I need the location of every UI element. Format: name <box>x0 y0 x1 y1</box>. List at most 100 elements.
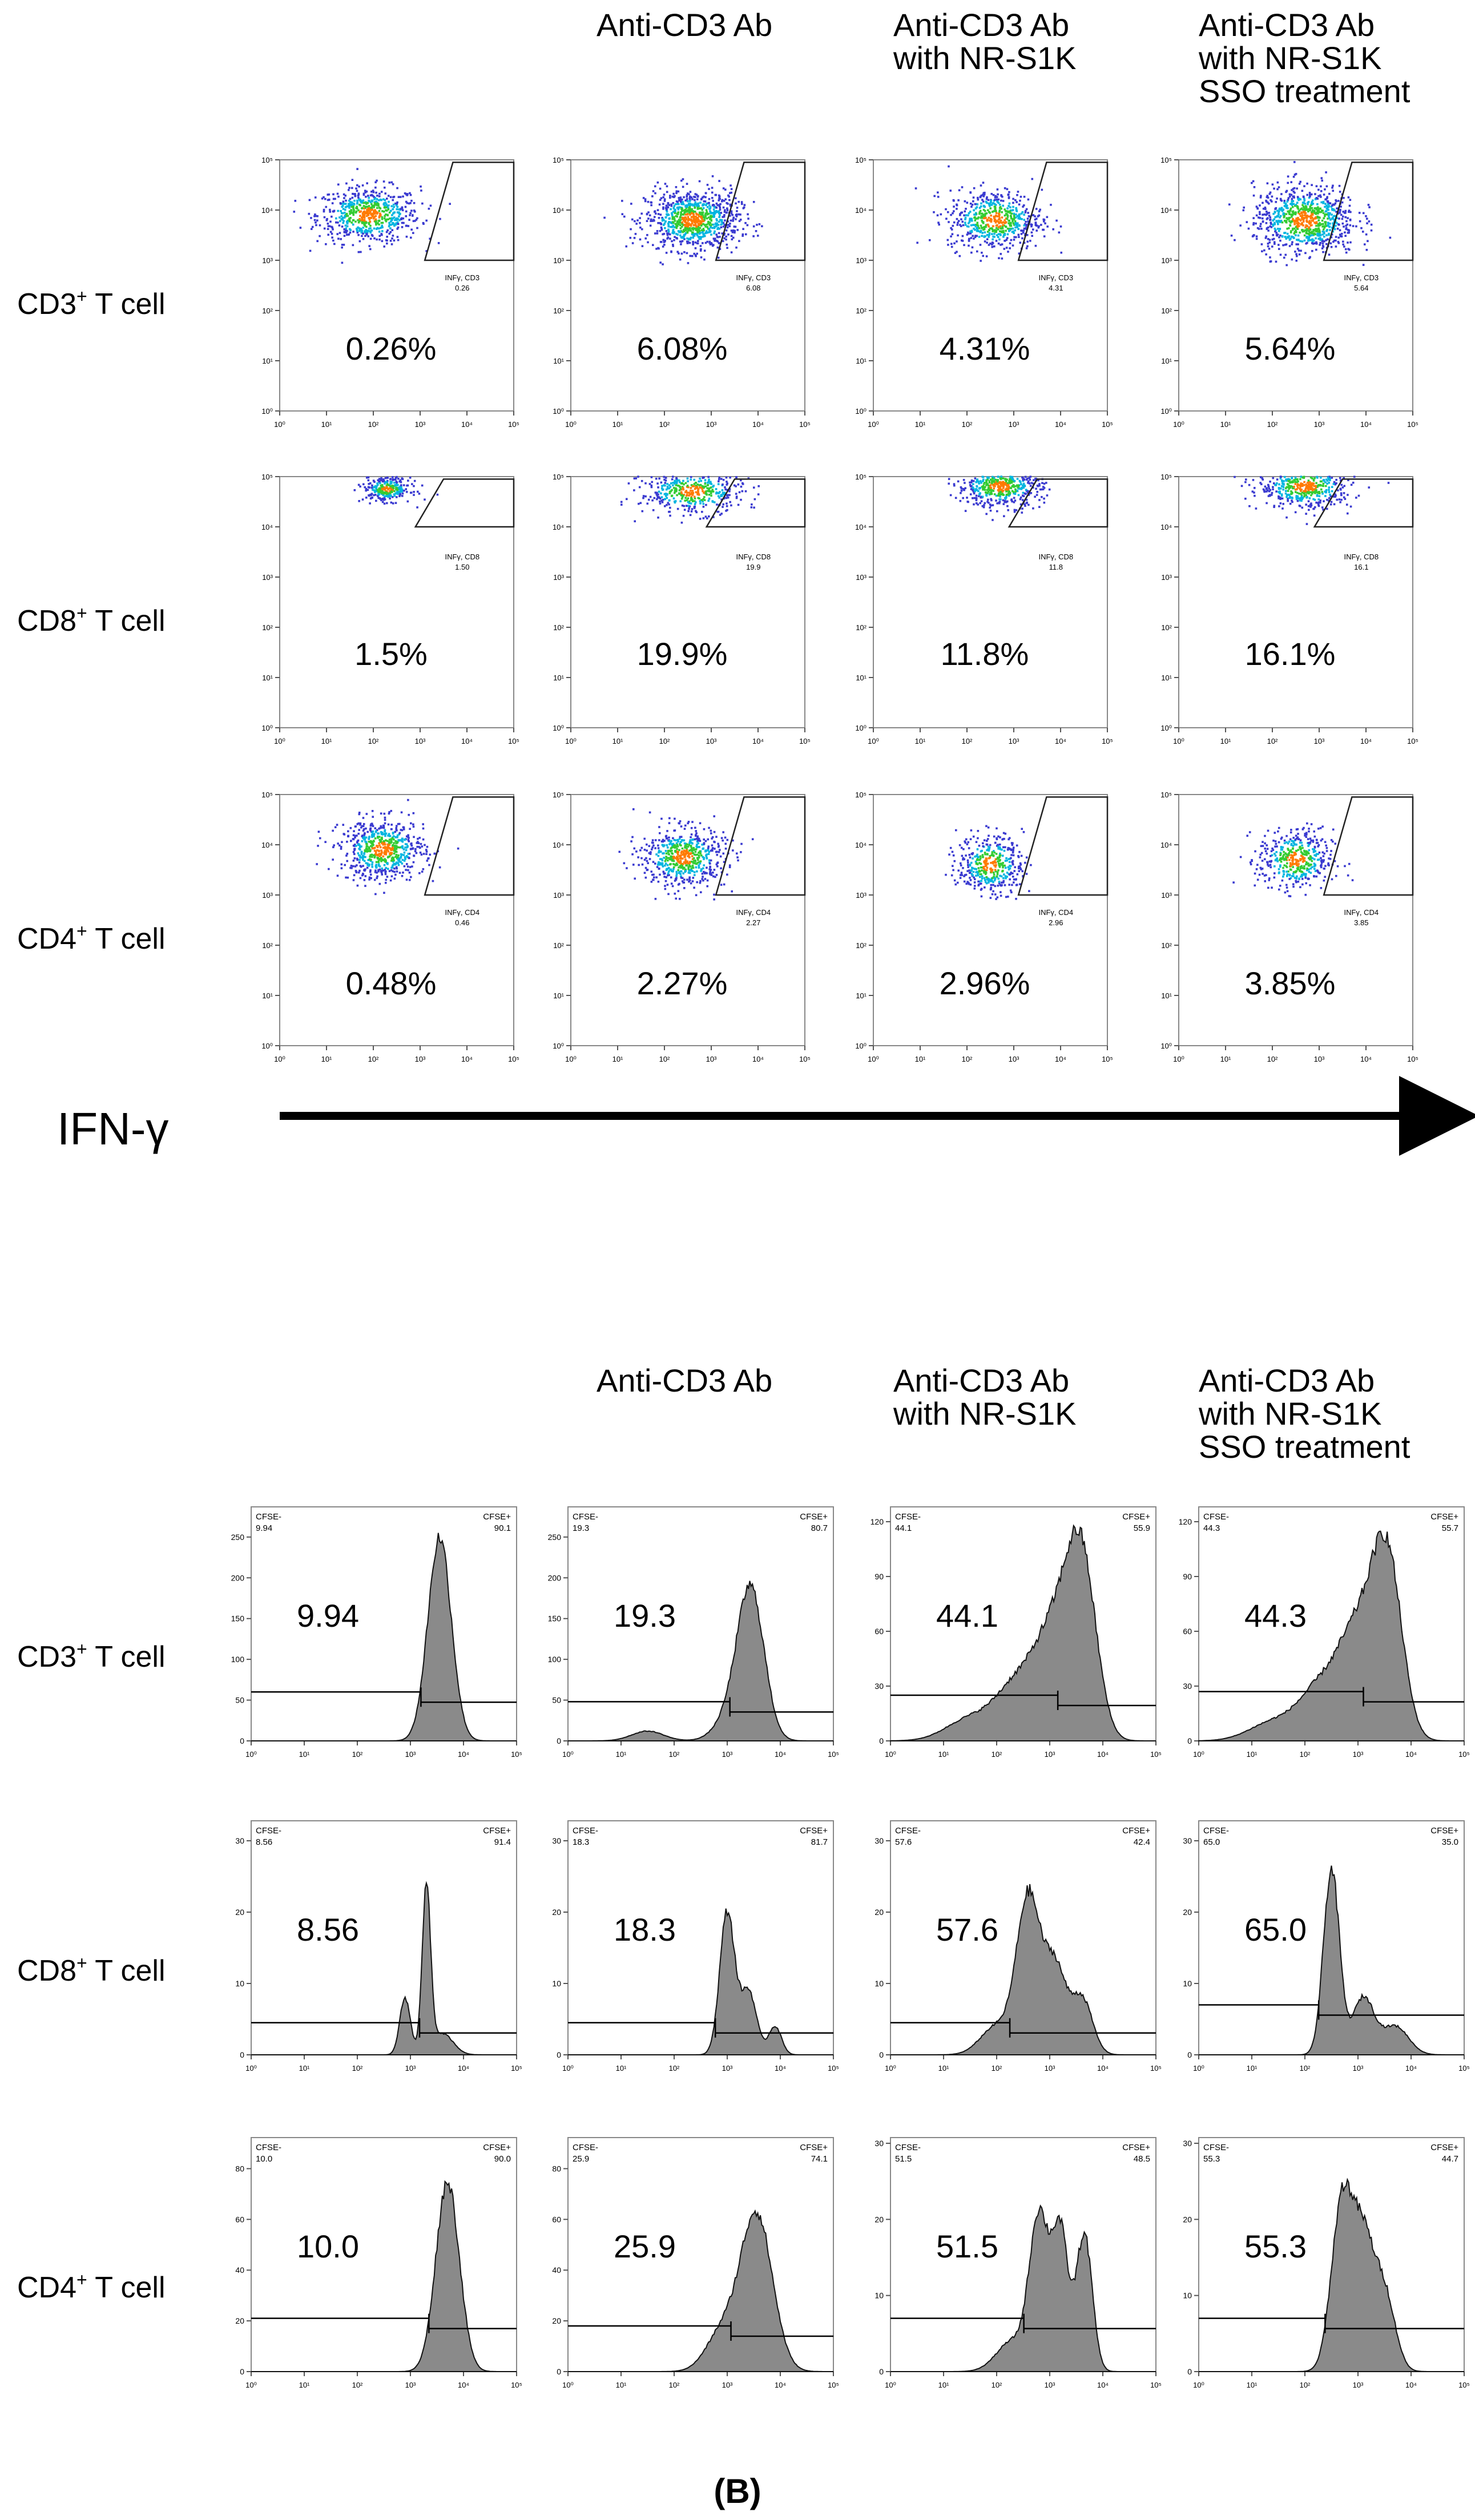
event-dot <box>726 509 728 511</box>
event-dot <box>702 203 704 206</box>
event-dot <box>1014 499 1017 502</box>
event-dot <box>1271 238 1274 241</box>
event-dot <box>726 494 729 497</box>
event-dot <box>1270 200 1273 203</box>
event-dot <box>704 482 707 485</box>
event-dot <box>727 224 730 226</box>
event-dot <box>364 224 366 227</box>
event-dot <box>1362 212 1365 215</box>
event-dot <box>1281 209 1284 212</box>
event-dot <box>373 201 376 204</box>
event-dot <box>666 487 669 490</box>
event-dot <box>699 232 702 234</box>
event-dot <box>1267 196 1270 199</box>
event-dot <box>996 224 998 227</box>
event-dot <box>1319 232 1321 235</box>
x-tick-label: 10⁵ <box>508 420 519 429</box>
event-dot <box>1006 237 1009 239</box>
event-dot <box>989 207 992 209</box>
event-dot <box>691 220 694 223</box>
event-dot <box>1269 225 1272 228</box>
event-dot <box>1307 491 1309 494</box>
event-dot <box>673 226 676 228</box>
event-dot <box>1295 172 1297 175</box>
event-dot <box>401 490 403 493</box>
event-dot <box>682 231 684 233</box>
event-dot <box>1333 503 1336 506</box>
event-dot <box>992 235 994 238</box>
event-dot <box>973 237 975 240</box>
event-dot <box>718 220 720 223</box>
event-dot <box>646 220 648 223</box>
event-dot <box>694 241 697 244</box>
event-dot <box>1343 245 1345 248</box>
event-dot <box>1041 188 1043 191</box>
event-dot <box>711 196 714 199</box>
event-dot <box>1285 479 1288 482</box>
event-dot <box>690 223 692 225</box>
event-dot <box>1349 224 1352 227</box>
event-dot <box>686 231 689 234</box>
event-dot <box>1324 205 1326 208</box>
event-dot <box>995 229 998 232</box>
event-dot <box>1248 483 1251 486</box>
event-dot <box>1311 485 1313 488</box>
event-dot <box>398 487 401 490</box>
event-dot <box>373 878 376 881</box>
event-dot <box>1307 227 1310 230</box>
event-dot <box>348 204 351 207</box>
event-dot <box>1037 479 1039 482</box>
event-dot <box>673 216 675 219</box>
x-tick-label: 10³ <box>415 420 426 429</box>
event-dot <box>331 236 333 239</box>
event-dot <box>1329 503 1332 506</box>
event-dot <box>986 238 989 240</box>
event-dot <box>1293 486 1295 488</box>
event-dot <box>1297 219 1299 221</box>
event-dot <box>378 220 380 223</box>
event-dot <box>1281 221 1284 224</box>
event-dot <box>730 188 733 190</box>
event-dot <box>1252 217 1255 219</box>
event-dot <box>1008 481 1011 483</box>
event-dot <box>684 199 687 202</box>
event-dot <box>700 486 702 489</box>
event-dot <box>1311 249 1313 252</box>
event-dot <box>1308 230 1311 232</box>
event-dot <box>1295 217 1297 220</box>
event-dot <box>677 190 680 193</box>
event-dot <box>691 494 694 496</box>
event-dot <box>1018 203 1021 206</box>
event-dot <box>708 188 710 190</box>
event-dot <box>701 487 704 490</box>
event-dot <box>381 230 384 232</box>
event-dot <box>1329 495 1332 498</box>
event-dot <box>405 200 408 203</box>
event-dot <box>331 232 333 235</box>
event-dot <box>1291 258 1293 261</box>
event-dot <box>1306 481 1309 484</box>
event-dot <box>707 220 710 223</box>
event-dot <box>1309 221 1312 224</box>
percent-value: 4.31% <box>940 330 1030 366</box>
event-dot <box>411 214 414 216</box>
event-dot <box>1288 497 1291 499</box>
event-dot <box>1014 199 1017 201</box>
event-dot <box>662 203 664 205</box>
event-dot <box>621 213 624 215</box>
event-dot <box>383 497 386 499</box>
event-dot <box>690 475 692 478</box>
event-dot <box>376 211 379 214</box>
event-dot <box>707 227 710 230</box>
event-dot <box>1018 484 1021 486</box>
event-dot <box>1308 235 1311 237</box>
event-dot <box>1325 213 1328 216</box>
event-dot <box>717 483 720 485</box>
event-dot <box>1305 235 1308 238</box>
x-tick-label: 10⁰ <box>565 420 577 429</box>
event-dot <box>1280 493 1283 495</box>
gate-polygon <box>705 478 806 528</box>
event-dot <box>1330 205 1333 208</box>
event-dot <box>1349 219 1352 221</box>
event-dot <box>968 212 970 215</box>
